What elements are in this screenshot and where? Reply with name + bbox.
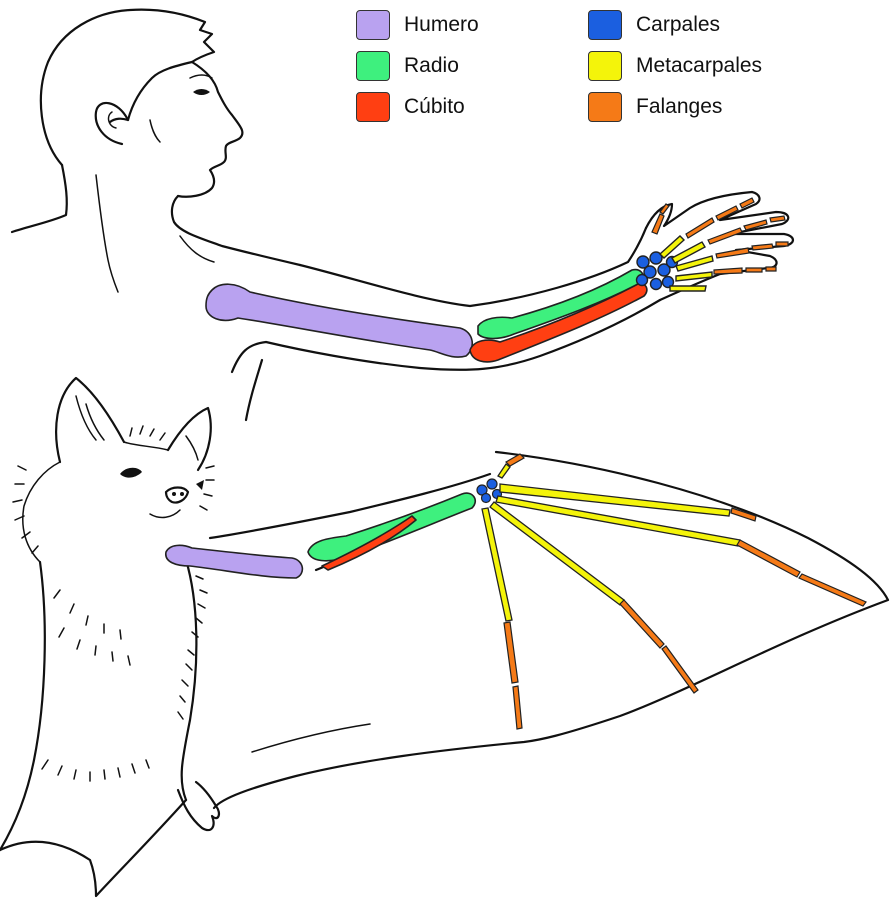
bat-fur-strokes [12, 425, 215, 782]
legend-swatch-humerus [356, 10, 390, 40]
human-neck [170, 194, 302, 267]
bat-phalanges [503, 453, 867, 730]
bat-eye [120, 467, 142, 478]
human-hair [39, 8, 216, 167]
bat-body-left [0, 560, 46, 852]
human-radius [477, 268, 645, 340]
legend-item-metacarpals: Metacarpales [588, 49, 762, 83]
legend-item-carpals: Carpales [588, 8, 720, 42]
legend-label-carpals: Carpales [636, 13, 721, 36]
legend-item-phalanges: Falanges [588, 90, 722, 124]
legend-label-humerus: Humero [404, 13, 479, 36]
legend: Humero Radio Cúbito Carpales Metacarpale… [356, 8, 796, 128]
human-humerus [205, 283, 473, 358]
human-metacarpals [658, 235, 714, 292]
bat-wing-bones [165, 453, 867, 730]
human-carpals [635, 251, 679, 291]
legend-label-phalanges: Falanges [636, 95, 723, 118]
legend-swatch-ulna [356, 92, 390, 122]
legend-swatch-carpals [588, 10, 622, 40]
human-ulna [469, 282, 648, 363]
legend-item-ulna: Cúbito [356, 90, 465, 124]
legend-swatch-phalanges [588, 92, 622, 122]
legend-swatch-radius [356, 51, 390, 81]
legend-label-radius: Radio [404, 54, 459, 77]
bat-head-fur [22, 441, 169, 563]
bat-metacarpals [481, 463, 741, 622]
legend-item-humerus: Humero [356, 8, 479, 42]
bat-radius [307, 492, 477, 562]
human-face [176, 60, 244, 198]
human-phalanges [651, 197, 789, 275]
human-arm-lower-edge [230, 298, 662, 374]
legend-swatch-metacarpals [588, 51, 622, 81]
bat-left-ear [55, 376, 126, 464]
bat-mouth [149, 509, 181, 519]
human-eye [193, 89, 210, 95]
human-figure [10, 8, 795, 422]
legend-label-metacarpals: Metacarpales [636, 54, 763, 77]
bat-right-ear [166, 406, 212, 472]
bat-wing-membrane [212, 450, 890, 810]
bat-ulna [321, 515, 417, 571]
bat-humerus [165, 544, 304, 579]
bat-foot [176, 780, 221, 832]
human-ear [94, 102, 130, 146]
bat-figure [0, 376, 890, 898]
legend-label-ulna: Cúbito [404, 95, 465, 118]
bat-body-right [180, 558, 198, 802]
legend-item-radius: Radio [356, 49, 459, 83]
human-brow [189, 74, 213, 79]
human-arm-upper-edge [298, 226, 648, 308]
human-arm-bones [205, 197, 789, 363]
bat-nose [164, 486, 190, 504]
